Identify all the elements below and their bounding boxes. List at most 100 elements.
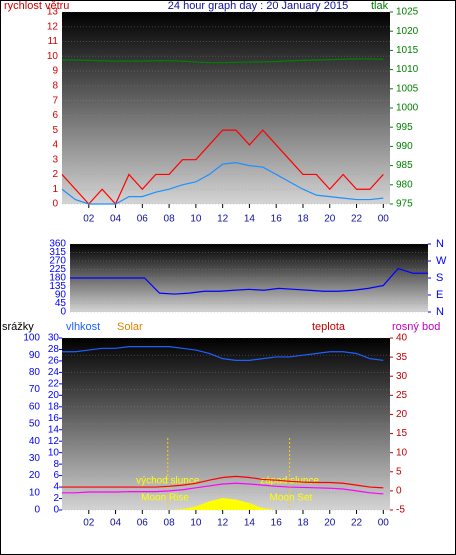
tick-label: 0 xyxy=(396,486,402,497)
tick-label: 40 xyxy=(29,436,41,447)
series-line xyxy=(62,58,384,64)
wind-label: rychlost větru xyxy=(4,0,69,12)
tick-label: 980 xyxy=(396,179,413,190)
tick-label: 0 xyxy=(52,199,58,210)
tick-label: 50 xyxy=(29,419,41,430)
tick-label: N xyxy=(436,238,444,250)
rain-label: srážky xyxy=(2,321,34,333)
x-tick-label: 16 xyxy=(271,214,283,225)
tick-label: 10 xyxy=(48,447,60,458)
tick-label: 7 xyxy=(52,95,58,106)
tick-label: 90 xyxy=(29,350,41,361)
tick-label: 2 xyxy=(52,169,58,180)
tick-label: 40 xyxy=(396,333,408,344)
x-tick-label: 18 xyxy=(297,518,309,529)
x-tick-label: 10 xyxy=(190,518,202,529)
tick-label: 11 xyxy=(48,36,59,47)
tick-label: 1020 xyxy=(396,26,419,37)
x-tick-label: 04 xyxy=(110,518,122,529)
solar-label: Solar xyxy=(117,321,143,333)
tick-label: 30 xyxy=(48,333,60,344)
moon-event-label: Moon Rise xyxy=(141,493,189,504)
x-tick-label: 18 xyxy=(297,214,309,225)
tick-label: 25 xyxy=(396,390,408,401)
tick-label: 10 xyxy=(47,51,59,62)
tick-label: 2 xyxy=(53,493,59,504)
x-tick-label: 22 xyxy=(351,214,363,225)
tick-label: 12 xyxy=(48,436,60,447)
dewpoint-label: rosný bod xyxy=(392,321,440,333)
tick-label: 1015 xyxy=(396,45,419,56)
tick-label: 0 xyxy=(60,307,66,318)
tick-label: 1025 xyxy=(396,7,419,18)
sun-event-label: východ slunce xyxy=(136,476,200,487)
tick-label: 13 xyxy=(47,7,59,18)
x-tick-label: 12 xyxy=(217,518,229,529)
tick-label: N xyxy=(436,306,444,318)
tick-label: 270 xyxy=(49,256,66,267)
x-tick-label: 06 xyxy=(137,518,149,529)
tick-label: 24 xyxy=(48,367,60,378)
tick-label: 10 xyxy=(29,487,41,498)
tick-label: 20 xyxy=(29,470,41,481)
tick-label: 5 xyxy=(396,466,402,477)
tick-label: 30 xyxy=(29,453,41,464)
x-tick-label: 02 xyxy=(83,518,95,529)
tick-label: 90 xyxy=(55,290,67,301)
tick-label: 10 xyxy=(396,447,408,458)
tick-label: 975 xyxy=(396,199,413,210)
tick-label: 26 xyxy=(48,356,60,367)
tick-label: 990 xyxy=(396,141,413,152)
series-line xyxy=(62,482,384,495)
series-line xyxy=(70,267,428,295)
plot-area xyxy=(62,12,390,204)
tick-label: S xyxy=(436,272,443,284)
tick-label: 135 xyxy=(49,281,66,292)
tick-label: 8 xyxy=(53,459,59,470)
tick-label: 15 xyxy=(396,428,408,439)
tick-label: -5 xyxy=(396,505,405,516)
tick-label: 180 xyxy=(49,273,66,284)
x-tick-label: 22 xyxy=(351,518,363,529)
series-line xyxy=(61,162,384,205)
tick-label: 225 xyxy=(49,264,66,275)
tick-label: 6 xyxy=(52,110,58,121)
chart-title: 24 hour graph day : 20 January 2015 xyxy=(168,0,348,12)
tick-label: 0 xyxy=(34,505,40,516)
tick-label: 18 xyxy=(48,401,60,412)
x-tick-label: 16 xyxy=(271,518,283,529)
tick-label: 1000 xyxy=(396,103,419,114)
tick-label: 20 xyxy=(48,390,60,401)
tick-label: 4 xyxy=(52,140,58,151)
tick-label: 100 xyxy=(23,333,40,344)
x-tick-label: 20 xyxy=(324,214,336,225)
tick-label: 1 xyxy=(52,184,58,195)
x-tick-label: 04 xyxy=(110,214,122,225)
x-tick-label: 10 xyxy=(190,214,202,225)
x-tick-label: 00 xyxy=(378,518,390,529)
series-line xyxy=(62,475,384,489)
plot-area xyxy=(62,338,390,510)
tick-label: 1005 xyxy=(396,83,419,94)
x-tick-label: 08 xyxy=(164,518,176,529)
x-tick-label: 02 xyxy=(83,214,95,225)
tick-label: W xyxy=(436,255,447,267)
tick-label: 70 xyxy=(29,384,41,395)
tick-label: 30 xyxy=(396,371,408,382)
tick-label: 3 xyxy=(52,154,58,165)
tick-label: 8 xyxy=(52,80,58,91)
tick-label: 60 xyxy=(29,401,41,412)
tick-label: 28 xyxy=(48,344,60,355)
x-tick-label: 08 xyxy=(164,214,176,225)
tick-label: 6 xyxy=(53,470,59,481)
tick-label: 45 xyxy=(55,298,67,309)
x-tick-label: 12 xyxy=(217,214,229,225)
tick-label: 360 xyxy=(49,239,66,250)
tick-label: 0 xyxy=(53,505,59,516)
tick-label: 985 xyxy=(396,160,413,171)
tick-label: 995 xyxy=(396,122,413,133)
humidity-label: vlhkost xyxy=(66,321,100,333)
tick-label: 20 xyxy=(396,409,408,420)
x-tick-label: 14 xyxy=(244,518,256,529)
tick-label: 12 xyxy=(47,21,59,32)
